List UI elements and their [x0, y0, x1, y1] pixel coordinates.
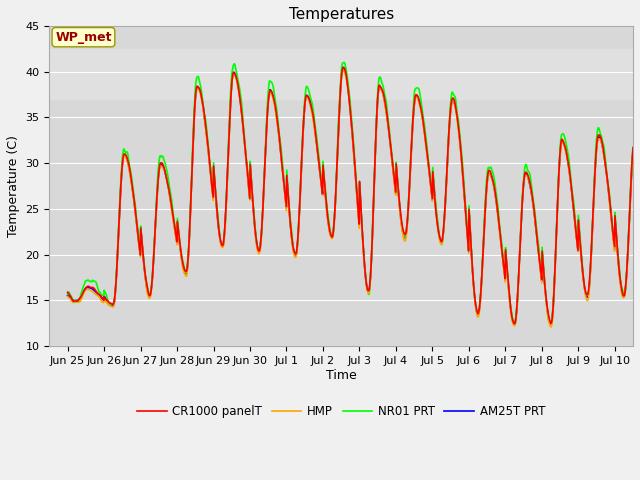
- HMP: [339, 68, 347, 73]
- HMP: [131, 202, 138, 207]
- Legend: CR1000 panelT, HMP, NR01 PRT, AM25T PRT: CR1000 panelT, HMP, NR01 PRT, AM25T PRT: [132, 400, 550, 422]
- NR01 PRT: [340, 60, 348, 65]
- HMP: [386, 137, 394, 143]
- CR1000 panelT: [511, 321, 518, 327]
- CR1000 panelT: [108, 301, 115, 307]
- Title: Temperatures: Temperatures: [289, 7, 394, 22]
- HMP: [108, 303, 115, 309]
- NR01 PRT: [64, 291, 72, 297]
- CR1000 panelT: [303, 93, 311, 99]
- NR01 PRT: [131, 196, 138, 202]
- X-axis label: Time: Time: [326, 369, 356, 382]
- Line: AM25T PRT: AM25T PRT: [68, 67, 633, 325]
- CR1000 panelT: [339, 65, 347, 71]
- AM25T PRT: [108, 303, 115, 309]
- AM25T PRT: [64, 293, 72, 299]
- CR1000 panelT: [131, 199, 138, 204]
- Line: NR01 PRT: NR01 PRT: [68, 62, 633, 324]
- AM25T PRT: [386, 136, 394, 142]
- NR01 PRT: [303, 84, 311, 90]
- CR1000 panelT: [64, 289, 72, 295]
- NR01 PRT: [316, 156, 323, 162]
- NR01 PRT: [108, 301, 115, 307]
- HMP: [316, 165, 323, 170]
- CR1000 panelT: [629, 144, 637, 150]
- AM25T PRT: [629, 149, 637, 155]
- NR01 PRT: [386, 132, 394, 137]
- NR01 PRT: [629, 145, 637, 151]
- HMP: [303, 95, 311, 101]
- CR1000 panelT: [316, 162, 323, 168]
- AM25T PRT: [511, 322, 518, 328]
- Bar: [49, 49, 633, 99]
- AM25T PRT: [326, 227, 333, 233]
- NR01 PRT: [326, 223, 333, 229]
- HMP: [64, 294, 72, 300]
- CR1000 panelT: [326, 226, 333, 231]
- Y-axis label: Temperature (C): Temperature (C): [7, 135, 20, 237]
- HMP: [547, 324, 555, 330]
- AM25T PRT: [131, 201, 138, 206]
- NR01 PRT: [510, 321, 518, 326]
- CR1000 panelT: [386, 135, 394, 141]
- Text: WP_met: WP_met: [55, 31, 112, 44]
- Line: HMP: HMP: [68, 71, 633, 327]
- AM25T PRT: [339, 64, 347, 70]
- HMP: [326, 228, 333, 234]
- AM25T PRT: [303, 93, 311, 99]
- HMP: [629, 151, 637, 157]
- Line: CR1000 panelT: CR1000 panelT: [68, 68, 633, 324]
- AM25T PRT: [316, 163, 323, 168]
